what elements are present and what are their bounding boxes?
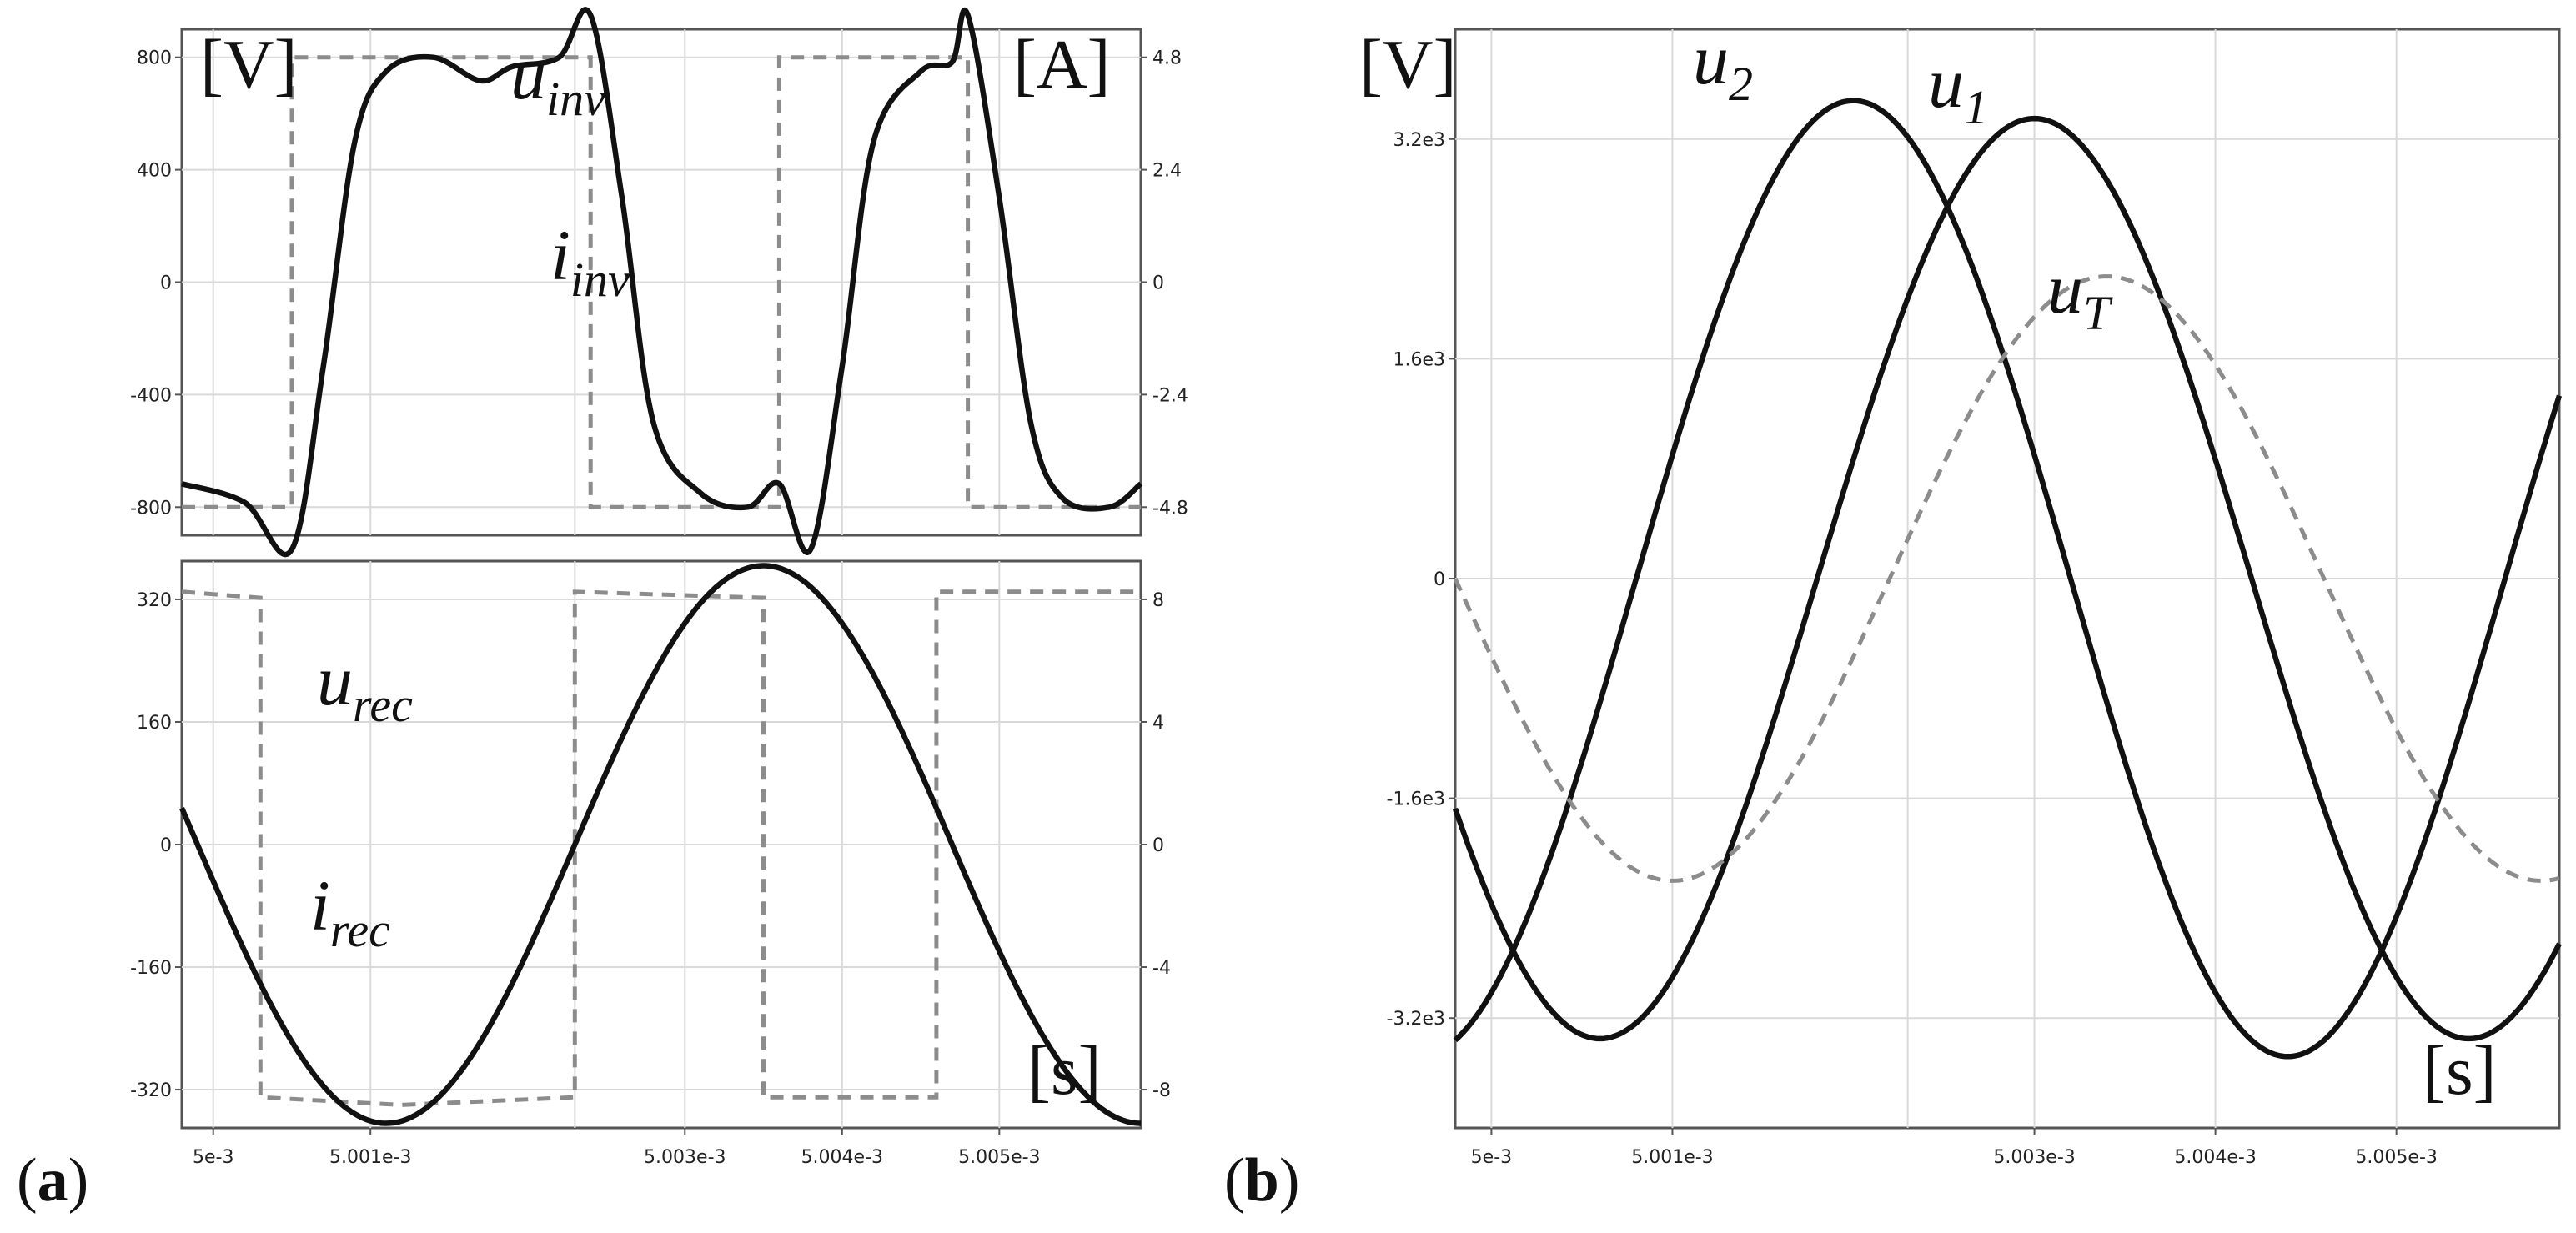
chart-a-left-unit: [V] — [200, 26, 298, 103]
y-tick-label: -1.6e3 — [1387, 789, 1445, 810]
y-right-tick-label: 4.8 — [1152, 48, 1182, 69]
y-tick-label: 3.2e3 — [1393, 130, 1445, 151]
series-label-u-inv: uinv — [510, 34, 605, 126]
chart-b-left-unit: [V] — [1359, 26, 1457, 103]
chart-a-lower-grid — [182, 561, 1141, 1128]
series-label-i-rec: irec — [310, 865, 390, 957]
y-tick-label: 0 — [1434, 569, 1445, 590]
x-tick-label: 5.003e-3 — [1993, 1147, 2075, 1168]
chart-b-left-ticks: -3.2e3 -1.6e3 0 1.6e3 3.2e3 — [1387, 130, 1455, 1030]
series-u-inv — [182, 55, 1141, 509]
y-tick-label: -800 — [130, 498, 172, 519]
series-label-u-1: u1 — [1928, 43, 1988, 134]
x-tick-label: 5e-3 — [1471, 1147, 1512, 1168]
chart-a-upper-right-ticks: -4.8 -2.4 0 2.4 4.8 — [1141, 48, 1188, 519]
chart-a-x-unit: [s] — [1027, 1032, 1102, 1110]
series-u-1 — [1452, 115, 2562, 1042]
x-tick-label: 5e-3 — [193, 1147, 233, 1168]
series-u-rec — [181, 589, 1141, 1107]
y-right-tick-label: 0 — [1152, 835, 1164, 856]
series-label-u-t: uT — [2047, 248, 2113, 340]
y-right-tick-label: -4 — [1152, 958, 1171, 979]
chart-a-upper-left-ticks: -800 -400 0 400 800 — [130, 48, 182, 519]
y-right-tick-label: 8 — [1152, 590, 1164, 611]
x-tick-label: 5.004e-3 — [801, 1147, 883, 1168]
y-tick-label: -320 — [130, 1080, 172, 1101]
series-label-i-inv: iinv — [550, 215, 630, 307]
series-u-T — [1453, 274, 2560, 883]
y-tick-label: 1.6e3 — [1393, 349, 1445, 370]
chart-a-lower-right-ticks: -8 -4 0 4 8 — [1141, 590, 1171, 1101]
chart-a-lower-series — [179, 563, 1142, 1126]
y-tick-label: 400 — [137, 161, 172, 182]
x-tick-label: 5.004e-3 — [2174, 1147, 2256, 1168]
y-right-tick-label: 2.4 — [1152, 161, 1182, 182]
x-tick-label: 5.001e-3 — [329, 1147, 411, 1168]
y-tick-label: -160 — [130, 958, 172, 979]
y-right-tick-label: -2.4 — [1152, 385, 1188, 406]
chart-a-lower-left-ticks: -320 -160 0 160 320 — [130, 590, 182, 1101]
y-tick-label: 320 — [137, 590, 172, 611]
y-tick-label: 800 — [137, 48, 172, 69]
y-right-tick-label: -4.8 — [1152, 498, 1188, 519]
series-i-inv — [181, 7, 1143, 558]
y-right-tick-label: 4 — [1152, 713, 1164, 734]
panel-label-a: (a) — [17, 1146, 88, 1215]
chart-b-voltages: -3.2e3 -1.6e3 0 1.6e3 3.2e3 5e-3 5.001e-3 5.00… — [1359, 19, 2563, 1168]
series-u-2 — [1453, 98, 2563, 1060]
y-tick-label: -400 — [130, 385, 172, 406]
chart-b-x-ticks: 5e-3 5.001e-3 5.003e-3 5.004e-3 5.005e-3 — [1471, 1128, 2438, 1168]
chart-a-x-ticks: 5e-3 5.001e-3 5.003e-3 5.004e-3 5.005e-3 — [193, 1128, 1041, 1168]
series-i-rec — [179, 563, 1142, 1126]
y-tick-label: 0 — [160, 273, 172, 294]
chart-b-x-unit: [s] — [2423, 1032, 2497, 1110]
x-tick-label: 5.005e-3 — [2355, 1147, 2437, 1168]
chart-b-series — [1452, 98, 2563, 1060]
x-tick-label: 5.001e-3 — [1631, 1147, 1713, 1168]
chart-a-rectifier: -320 -160 0 160 320 -8 -4 0 4 8 5e-3 5.001e-3 5.00… — [130, 559, 1171, 1168]
y-tick-label: 0 — [160, 835, 172, 856]
panel-label-b: (b) — [1224, 1146, 1299, 1215]
chart-a-upper-series — [181, 7, 1143, 558]
chart-a-right-unit: [A] — [1013, 26, 1111, 103]
series-label-u-rec: urec — [317, 640, 413, 732]
y-right-tick-label: -8 — [1152, 1080, 1171, 1101]
y-tick-label: -3.2e3 — [1387, 1009, 1445, 1030]
y-tick-label: 160 — [137, 713, 172, 734]
y-right-tick-label: 0 — [1152, 273, 1164, 294]
x-tick-label: 5.005e-3 — [958, 1147, 1040, 1168]
series-label-u-2: u2 — [1693, 19, 1753, 111]
x-tick-label: 5.003e-3 — [644, 1147, 726, 1168]
